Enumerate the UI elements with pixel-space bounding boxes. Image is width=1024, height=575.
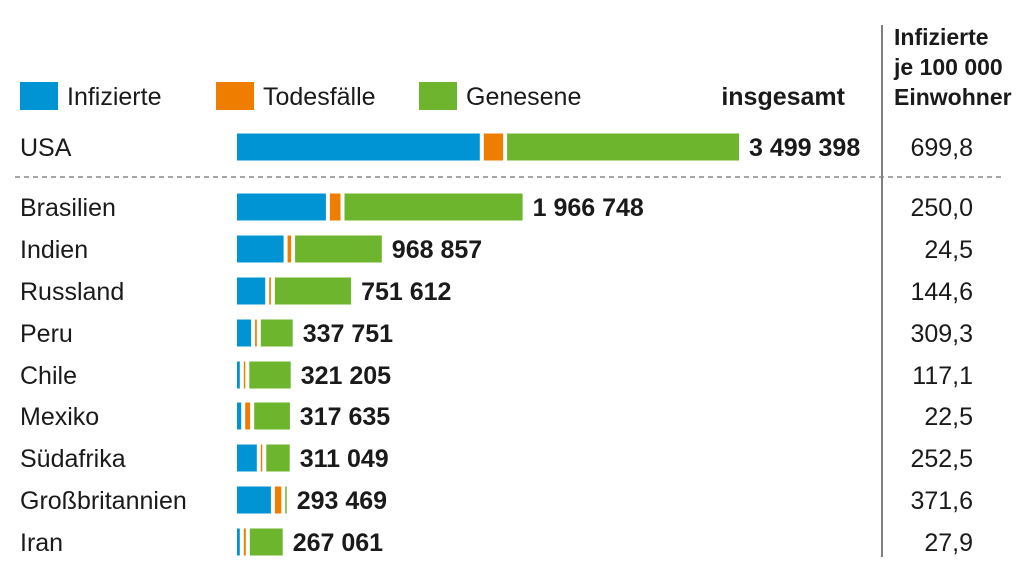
country-label-peru: Peru	[20, 320, 73, 348]
bar-recovered-gro-britannien	[285, 486, 287, 514]
total-value-chile: 321 205	[301, 362, 391, 390]
total-value-brasilien: 1 966 748	[533, 194, 644, 222]
bar-deaths-brasilien	[329, 193, 341, 221]
bar-recovered-indien	[295, 235, 382, 263]
country-label-indien: Indien	[20, 236, 88, 264]
country-label-brasilien: Brasilien	[20, 194, 116, 222]
total-value-peru: 337 751	[303, 320, 393, 348]
bar-deaths-chile	[243, 361, 246, 389]
rate-header-line-2: je 100 000	[893, 54, 1003, 80]
bar-infected-chile	[237, 361, 240, 389]
bar-infected-usa	[237, 133, 480, 161]
rate-value-brasilien: 250,0	[910, 194, 973, 222]
bar-infected-mexiko	[237, 402, 242, 430]
total-value-russland: 751 612	[361, 278, 451, 306]
bar-deaths-mexiko	[245, 402, 251, 430]
total-value-gro-britannien: 293 469	[297, 487, 387, 515]
country-label-mexiko: Mexiko	[20, 403, 99, 431]
legend-infected-swatch	[20, 82, 58, 110]
country-label-chile: Chile	[20, 362, 77, 390]
bar-deaths-peru	[255, 319, 257, 347]
legend-deaths-label: Todesfälle	[263, 83, 376, 111]
rate-value-russland: 144,6	[910, 278, 973, 306]
bar-infected-iran	[237, 528, 240, 556]
country-label-gro-britannien: Großbritannien	[20, 487, 187, 515]
rate-header-line-3: Einwohner	[894, 84, 1012, 110]
rate-value-mexiko: 22,5	[924, 403, 973, 431]
legend-recovered-label: Genesene	[466, 83, 581, 111]
bar-recovered-s-dafrika	[266, 444, 290, 472]
total-value-mexiko: 317 635	[300, 403, 390, 431]
total-value-iran: 267 061	[293, 529, 383, 557]
total-value-indien: 968 857	[392, 236, 482, 264]
bar-deaths-usa	[483, 133, 504, 161]
rate-value-iran: 27,9	[924, 529, 973, 557]
bar-recovered-russland	[274, 277, 352, 305]
bar-recovered-peru	[260, 319, 293, 347]
country-label-iran: Iran	[20, 529, 63, 557]
bar-deaths-russland	[269, 277, 271, 305]
rate-value-indien: 24,5	[924, 236, 973, 264]
total-value-usa: 3 499 398	[749, 134, 860, 162]
bar-deaths-indien	[287, 235, 292, 263]
legend-infected-label: Infizierte	[67, 83, 161, 111]
bar-deaths-gro-britannien	[274, 486, 282, 514]
legend-deaths-swatch	[216, 82, 254, 110]
bar-infected-gro-britannien	[237, 486, 271, 514]
total-value-s-dafrika: 311 049	[300, 445, 389, 473]
legend: Infizierte Todesfälle Genesene	[20, 82, 581, 111]
rate-header-line-1: Infizierte	[894, 24, 989, 50]
bar-deaths-iran	[243, 528, 246, 556]
bar-deaths-s-dafrika	[260, 444, 263, 472]
rate-value-peru: 309,3	[910, 320, 973, 348]
bar-infected-peru	[237, 319, 252, 347]
bar-recovered-mexiko	[254, 402, 290, 430]
bar-recovered-brasilien	[344, 193, 523, 221]
country-label-s-dafrika: Südafrika	[20, 445, 126, 473]
rate-value-s-dafrika: 252,5	[910, 445, 973, 473]
bar-infected-s-dafrika	[237, 444, 257, 472]
rate-value-gro-britannien: 371,6	[910, 487, 973, 515]
bar-infected-russland	[237, 277, 266, 305]
country-label-usa: USA	[20, 134, 72, 162]
bar-recovered-iran	[249, 528, 283, 556]
rate-value-chile: 117,1	[912, 362, 973, 390]
chart-rows: USA 3 499 398 699,8 Brasilien 1 966 748 250,0…	[20, 133, 973, 557]
total-column-header: insgesamt	[721, 83, 845, 111]
country-label-russland: Russland	[20, 278, 124, 306]
bar-recovered-chile	[249, 361, 291, 389]
legend-recovered-swatch	[419, 82, 457, 110]
bar-infected-indien	[237, 235, 284, 263]
rate-value-usa: 699,8	[910, 134, 973, 162]
bar-infected-brasilien	[237, 193, 326, 221]
bar-recovered-usa	[507, 133, 739, 161]
